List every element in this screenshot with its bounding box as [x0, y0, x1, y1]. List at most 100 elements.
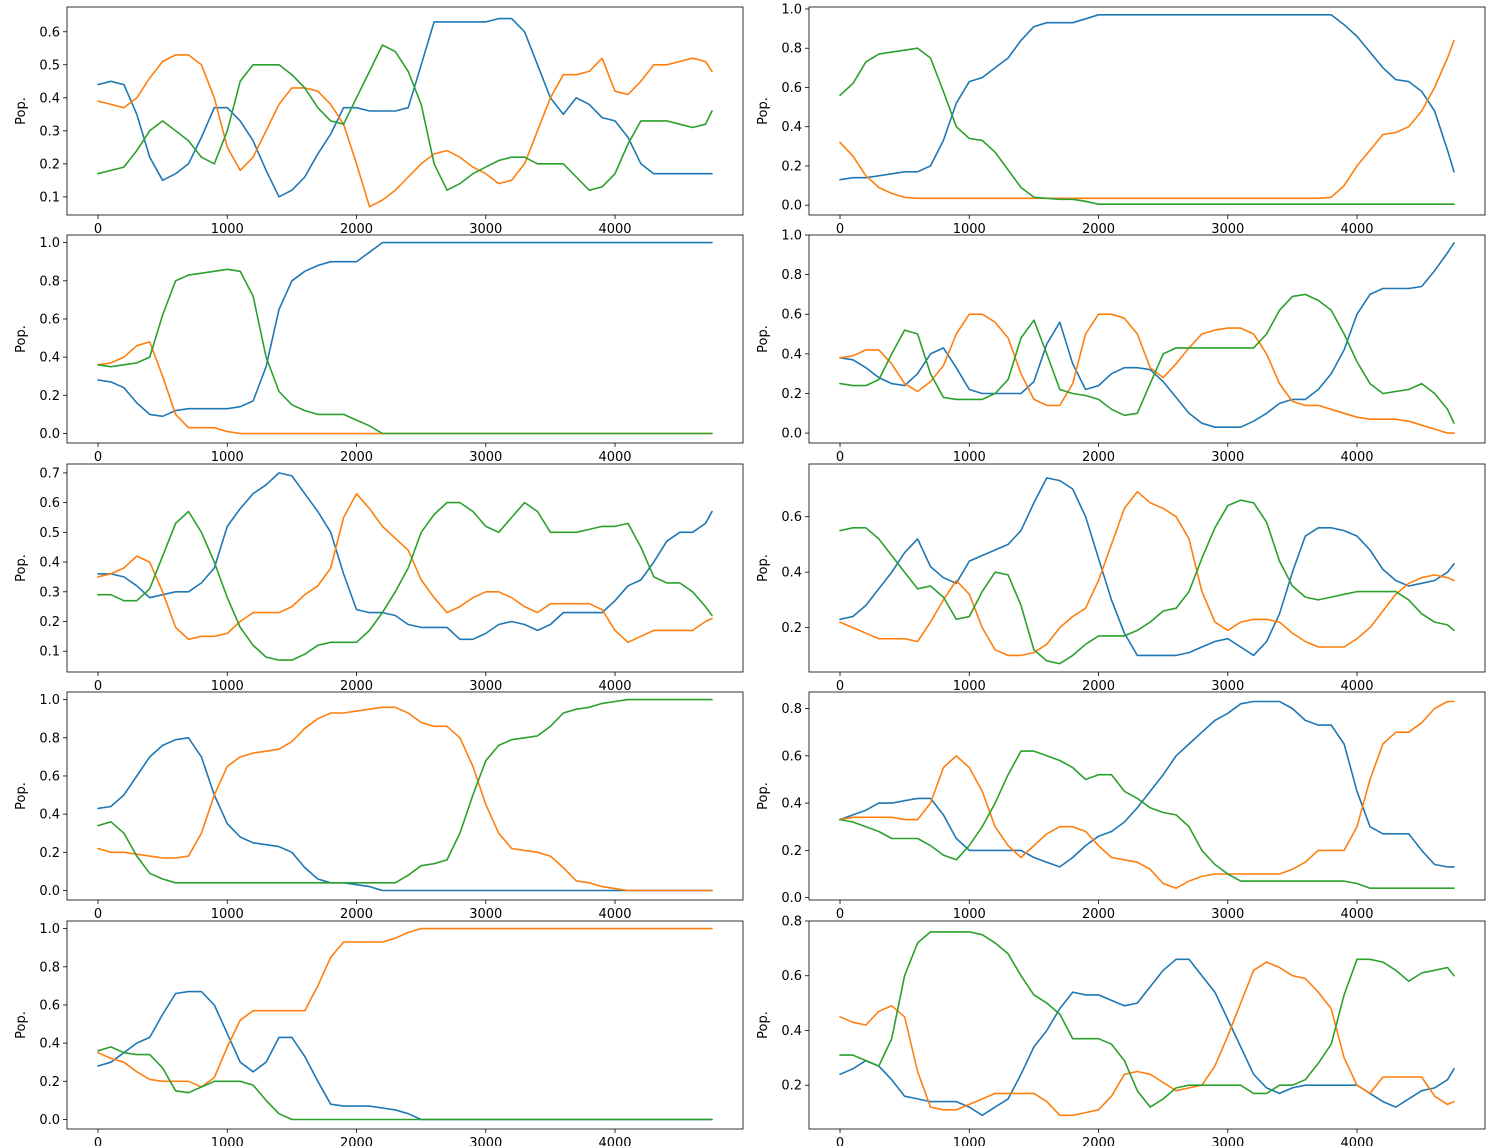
x-tick-label: 4000: [1340, 222, 1373, 237]
x-tick-label: 0: [94, 907, 102, 922]
y-axis-label: Pop.: [14, 1011, 29, 1039]
x-tick-label: 1000: [953, 907, 986, 922]
x-tick-label: 1000: [953, 450, 986, 465]
axes-frame: [66, 234, 744, 444]
y-axis-label: Pop.: [14, 554, 29, 582]
y-tick-label: 0.0: [39, 1113, 60, 1128]
series-line-3: [97, 1046, 713, 1121]
y-tick-label: 0.2: [781, 844, 802, 859]
series-line-2: [839, 700, 1455, 890]
y-tick-label: 0.2: [39, 615, 60, 630]
y-tick-label: 0.1: [39, 190, 60, 205]
y-tick-label: 0.4: [39, 808, 60, 823]
subplot-9: 0 1000 2000 3000 4000 0.0 0.2 0.4 0.6 0.8 1.0 Pop.: [14, 920, 744, 1146]
y-tick-label: 0.6: [781, 308, 802, 323]
series-line-3: [97, 44, 713, 191]
y-tick-label: 1.0: [39, 693, 60, 708]
series-line-2: [97, 706, 713, 892]
series-line-1: [839, 477, 1455, 657]
x-tick-label: 1000: [211, 450, 244, 465]
x-tick-label: 1000: [953, 679, 986, 694]
y-tick-label: 1.0: [781, 229, 802, 244]
series-line-2: [839, 490, 1455, 657]
subplot-4: 0 1000 2000 3000 4000 0.0 0.2 0.4 0.6 0.8 1.0 Pop.: [756, 229, 1486, 465]
y-tick-label: 0.6: [39, 496, 60, 511]
x-tick-label: 1000: [211, 679, 244, 694]
series-line-1: [97, 241, 713, 418]
series-line-3: [839, 750, 1455, 890]
y-tick-label: 0.4: [39, 91, 60, 106]
axes-frame: [66, 691, 744, 901]
series-line-2: [839, 313, 1455, 434]
y-tick-label: 0.8: [781, 268, 802, 283]
y-axis-label: Pop.: [14, 97, 29, 125]
x-tick-label: 4000: [598, 450, 631, 465]
x-tick-label: 2000: [1082, 1136, 1115, 1146]
x-tick-label: 3000: [469, 907, 502, 922]
y-tick-label: 0.4: [781, 1024, 802, 1039]
y-tick-label: 0.4: [781, 797, 802, 812]
y-tick-label: 0.0: [39, 427, 60, 442]
y-tick-label: 0.4: [781, 120, 802, 135]
subplot-3: 0 1000 2000 3000 4000 0.0 0.2 0.4 0.6 0.8 1.0 Pop.: [14, 234, 744, 465]
y-tick-label: 0.2: [39, 1075, 60, 1090]
axes-frame: [808, 691, 1486, 901]
y-tick-label: 0.5: [39, 526, 60, 541]
axes-frame: [808, 920, 1486, 1130]
x-tick-label: 4000: [1340, 450, 1373, 465]
y-tick-label: 0.8: [781, 42, 802, 57]
axes-frame: [808, 234, 1486, 444]
x-tick-label: 0: [94, 450, 102, 465]
y-tick-label: 0.6: [781, 510, 802, 525]
x-tick-label: 3000: [469, 679, 502, 694]
x-tick-label: 0: [836, 450, 844, 465]
series-line-1: [97, 17, 713, 198]
y-tick-label: 0.8: [39, 960, 60, 975]
x-tick-label: 0: [94, 679, 102, 694]
x-tick-label: 3000: [469, 450, 502, 465]
subplot-8: 0 1000 2000 3000 4000 0.0 0.2 0.4 0.6 0.8 Pop.: [756, 691, 1486, 922]
subplot-5: 0 1000 2000 3000 4000 0.1 0.2 0.3 0.4 0.5 0.6 0.7 Po…: [14, 463, 744, 694]
series-line-2: [97, 927, 713, 1088]
x-tick-label: 0: [94, 222, 102, 237]
y-tick-label: 0.8: [781, 915, 802, 930]
x-tick-label: 1000: [211, 222, 244, 237]
x-tick-label: 2000: [1082, 450, 1115, 465]
y-tick-label: 0.4: [39, 1037, 60, 1052]
y-tick-label: 1.0: [781, 2, 802, 17]
y-tick-label: 1.0: [39, 236, 60, 251]
y-tick-label: 0.4: [39, 556, 60, 571]
y-tick-label: 0.8: [39, 274, 60, 289]
axes-frame: [66, 920, 744, 1130]
y-tick-label: 0.4: [781, 566, 802, 581]
y-tick-label: 0.6: [39, 769, 60, 784]
series-line-3: [97, 268, 713, 435]
series-line-3: [839, 293, 1455, 425]
series-line-2: [97, 341, 713, 435]
y-tick-label: 1.0: [39, 922, 60, 937]
x-tick-label: 0: [836, 1136, 844, 1146]
series-line-3: [97, 698, 713, 884]
y-axis-label: Pop.: [756, 97, 771, 125]
series-line-3: [839, 931, 1455, 1108]
x-tick-label: 4000: [598, 679, 631, 694]
x-tick-label: 4000: [598, 907, 631, 922]
x-tick-label: 2000: [340, 1136, 373, 1146]
y-tick-label: 0.6: [39, 998, 60, 1013]
series-line-3: [839, 47, 1455, 205]
x-tick-label: 0: [836, 907, 844, 922]
y-tick-label: 0.2: [781, 387, 802, 402]
subplot-6: 0 1000 2000 3000 4000 0.2 0.4 0.6 Pop.: [756, 463, 1486, 694]
x-tick-label: 4000: [598, 1136, 631, 1146]
y-tick-label: 0.2: [781, 1079, 802, 1094]
series-line-1: [97, 472, 713, 641]
x-tick-label: 0: [836, 222, 844, 237]
y-tick-label: 0.6: [781, 749, 802, 764]
y-axis-label: Pop.: [14, 325, 29, 353]
y-tick-label: 0.5: [39, 58, 60, 73]
x-tick-label: 3000: [1211, 450, 1244, 465]
x-tick-label: 2000: [340, 222, 373, 237]
y-axis-label: Pop.: [756, 554, 771, 582]
series-line-2: [97, 492, 713, 644]
x-tick-label: 1000: [211, 1136, 244, 1146]
